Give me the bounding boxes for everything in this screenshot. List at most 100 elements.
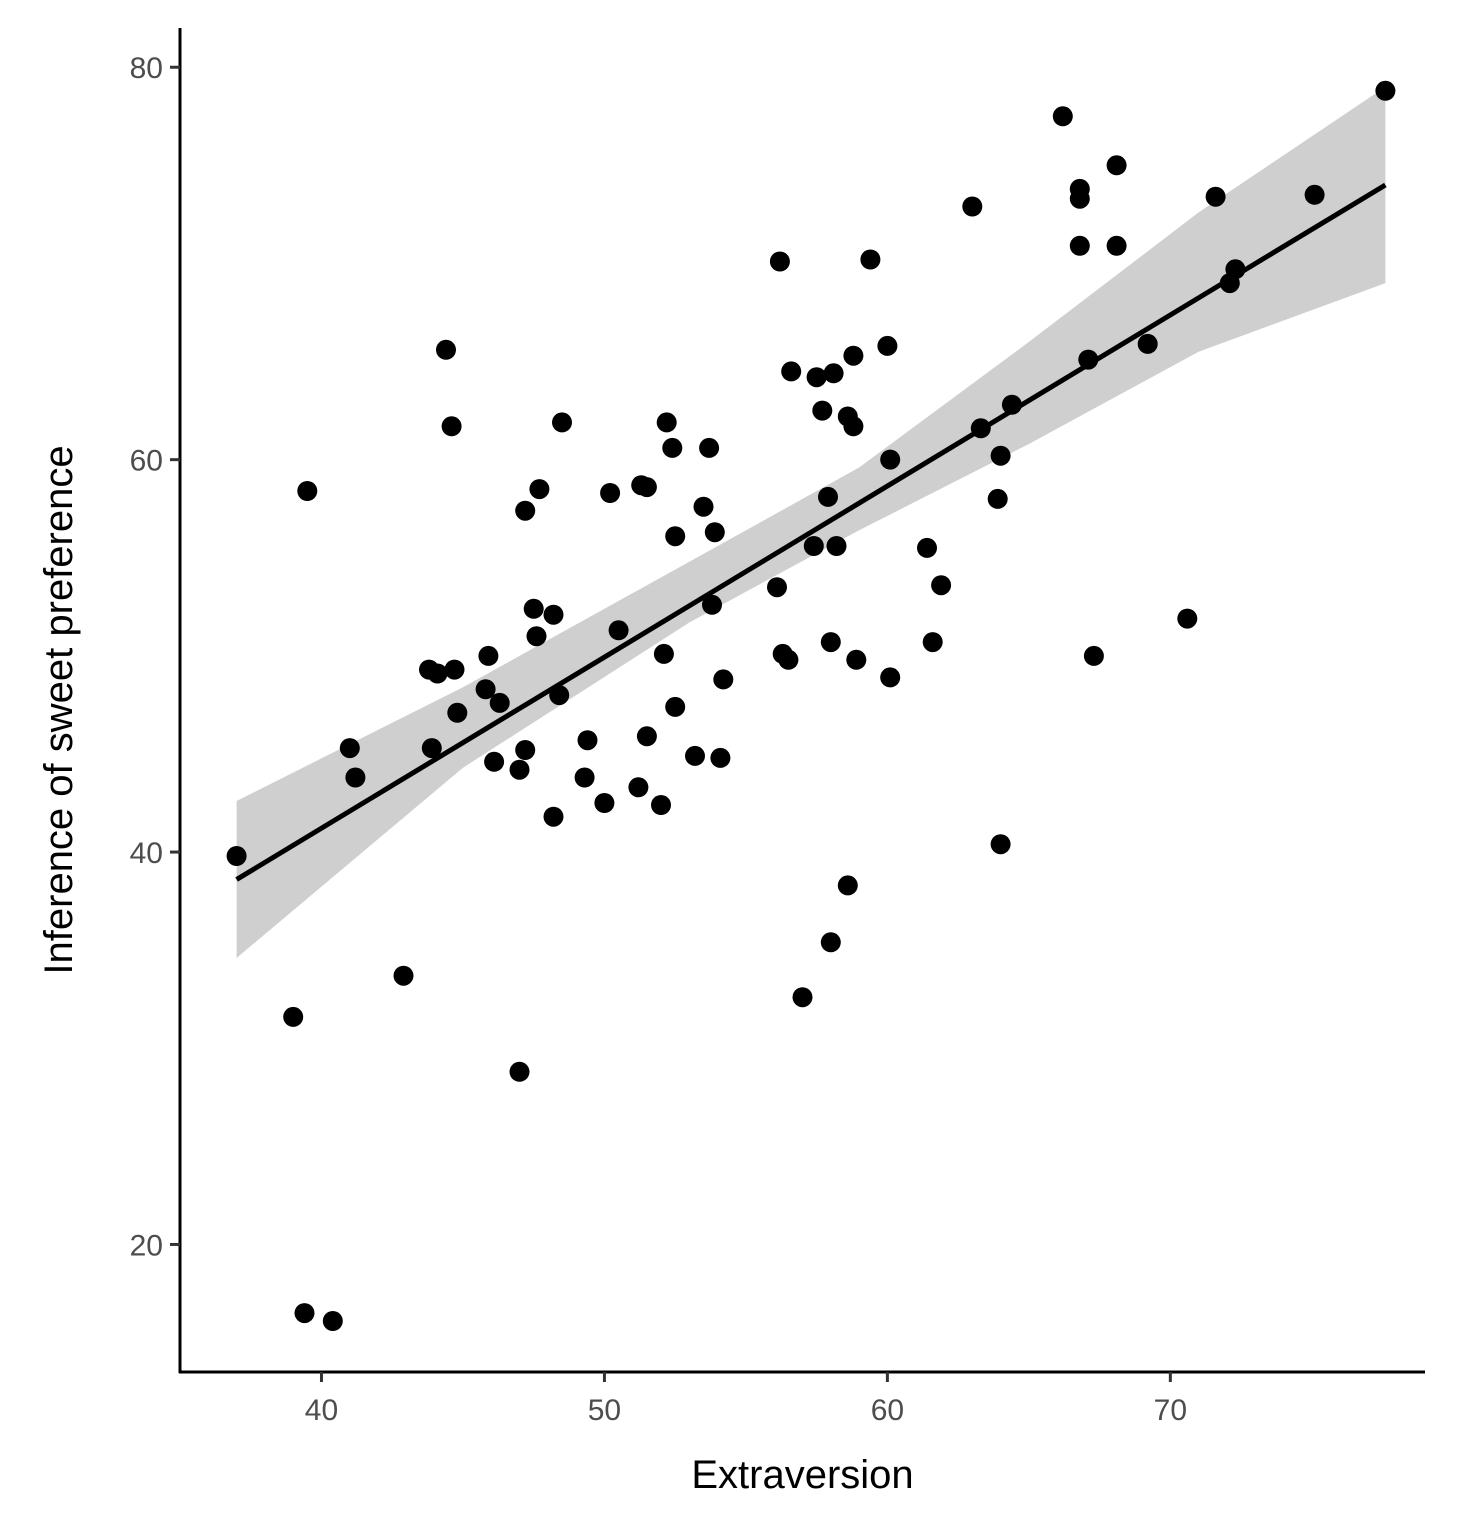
data-point: [769, 251, 790, 272]
data-point: [823, 363, 844, 384]
data-point: [1106, 235, 1127, 256]
data-point: [226, 846, 247, 866]
data-point: [297, 481, 318, 501]
data-point: [1177, 608, 1198, 629]
data-point: [489, 692, 510, 713]
data-point: [1069, 235, 1090, 256]
data-point: [699, 437, 720, 458]
data-point: [636, 477, 657, 498]
data-point: [962, 196, 983, 217]
data-point: [322, 1311, 343, 1331]
x-axis-title: Extraversion: [691, 1453, 913, 1497]
data-point: [806, 367, 827, 388]
data-point: [1078, 349, 1099, 370]
data-point: [792, 987, 813, 1008]
data-point: [594, 793, 615, 813]
data-point: [812, 400, 833, 421]
data-point: [826, 536, 847, 556]
data-point: [1205, 186, 1226, 207]
data-point: [931, 575, 952, 596]
data-point: [478, 645, 499, 666]
data-point: [345, 767, 366, 788]
regression-line-layer: [235, 182, 1387, 882]
data-point: [444, 659, 465, 680]
x-tick-label: 40: [305, 1394, 338, 1427]
data-point: [543, 806, 564, 827]
data-point: [778, 649, 799, 670]
y-axis-ticks: 20 40 60 80: [130, 52, 180, 1262]
data-point: [509, 1061, 530, 1082]
data-point: [713, 669, 734, 690]
data-point: [843, 416, 864, 437]
data-point: [860, 249, 881, 270]
data-point: [651, 795, 671, 815]
data-point: [917, 537, 937, 558]
x-axis-ticks: 40 50 60 70: [305, 1372, 1187, 1427]
data-point: [990, 445, 1011, 466]
data-point: [600, 483, 621, 503]
data-point: [529, 479, 550, 500]
data-point: [1069, 188, 1090, 209]
data-point: [543, 604, 564, 625]
y-tick-label: 80: [130, 52, 163, 85]
data-point: [608, 620, 629, 641]
data-point: [436, 339, 456, 360]
y-tick-label: 20: [130, 1229, 163, 1262]
data-point: [577, 730, 598, 751]
x-tick-label: 70: [1154, 1394, 1187, 1427]
data-point: [665, 526, 686, 547]
data-point: [283, 1006, 304, 1027]
data-point: [702, 594, 722, 615]
y-tick-label: 40: [130, 837, 163, 870]
data-point: [574, 767, 595, 788]
x-tick-label: 60: [871, 1394, 904, 1427]
data-point: [636, 726, 657, 747]
data-point: [665, 696, 686, 717]
confidence-band: [236, 86, 1386, 958]
data-point: [662, 437, 683, 458]
data-point: [820, 932, 841, 953]
data-point: [1137, 333, 1158, 354]
data-point: [526, 626, 547, 647]
data-point: [710, 747, 731, 768]
data-point: [880, 667, 901, 688]
data-point: [484, 751, 505, 772]
data-point: [1083, 645, 1104, 666]
data-point: [552, 412, 572, 433]
data-point: [693, 496, 714, 517]
data-point: [837, 875, 858, 896]
data-point: [1304, 184, 1325, 205]
data-point: [880, 449, 901, 470]
data-point: [990, 834, 1011, 855]
confidence-band-layer: [236, 86, 1386, 958]
data-point: [803, 536, 824, 556]
regression-line: [235, 182, 1387, 882]
data-point: [294, 1303, 315, 1324]
data-point: [523, 598, 544, 619]
data-point: [781, 361, 802, 382]
data-point: [1375, 80, 1396, 101]
data-point: [843, 345, 864, 366]
data-point: [427, 663, 448, 684]
data-point: [653, 643, 674, 664]
data-point: [1052, 106, 1073, 127]
data-point: [846, 649, 867, 670]
data-point: [922, 632, 943, 653]
data-point: [767, 577, 787, 598]
y-axis-title: Inference of sweet preference: [37, 445, 81, 974]
y-tick-label: 60: [130, 445, 163, 478]
data-point: [685, 745, 705, 766]
data-point: [704, 522, 725, 543]
data-point: [877, 335, 898, 356]
data-point: [1106, 155, 1127, 176]
data-point: [441, 416, 462, 437]
data-point: [515, 500, 536, 521]
scatter-points-layer: [226, 80, 1396, 1331]
data-point: [656, 412, 677, 433]
data-point: [515, 740, 536, 760]
data-point: [820, 632, 841, 653]
data-point: [475, 679, 496, 700]
data-point: [628, 777, 649, 798]
x-tick-label: 50: [588, 1394, 621, 1427]
